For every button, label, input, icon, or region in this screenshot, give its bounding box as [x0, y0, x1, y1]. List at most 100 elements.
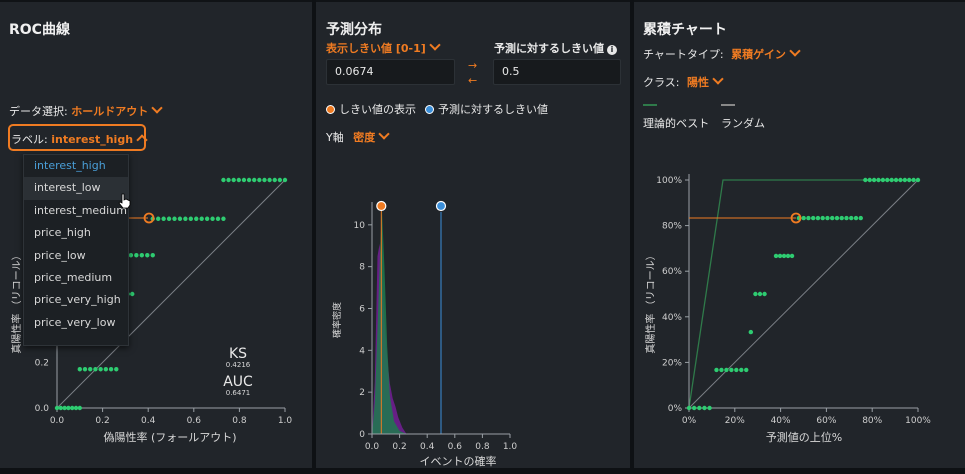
dist-y-tick-label: 2 [359, 388, 365, 398]
orange-dot-icon [326, 105, 335, 114]
cum-y-tick-label: 80% [662, 222, 682, 232]
hand-cursor-icon [118, 193, 131, 209]
roc-point [166, 216, 172, 221]
legend-predict-threshold: 予測に対するしきい値 [425, 101, 548, 117]
cumulative-ylabel: 真陽性率 （リコール） [644, 250, 657, 353]
info-icon[interactable]: i [607, 45, 617, 55]
chart-type-select[interactable]: チャートタイプ: 累積ゲイン [643, 45, 801, 62]
dist-y-tick-label: 4 [359, 346, 365, 356]
legend-random-swatch [721, 104, 735, 106]
cum-point [898, 177, 903, 183]
cum-point [702, 405, 707, 411]
cum-point [858, 215, 863, 221]
dropdown-option[interactable]: price_medium [34, 270, 113, 284]
roc-point [150, 253, 155, 258]
dist-y-tick-label: 6 [359, 304, 365, 314]
label-select[interactable]: ラベル: interest_high [11, 131, 148, 147]
roc-title: ROC曲線 [9, 22, 70, 38]
roc-point [114, 367, 119, 372]
roc-point [161, 216, 166, 221]
cum-point [781, 253, 787, 259]
cum-x-tick-label: 20% [725, 416, 745, 426]
dropdown-option[interactable]: interest_high [34, 159, 106, 172]
dropdown-option[interactable]: price_low [34, 248, 86, 262]
cum-y-tick-label: 100% [656, 176, 682, 186]
cumulative-title: 累積チャート [643, 22, 727, 38]
data-select-label: データ選択: [9, 105, 68, 118]
dropdown-option[interactable]: price_high [34, 226, 91, 240]
cum-point [876, 177, 881, 183]
data-select-value[interactable]: ホールドアウト [71, 105, 149, 118]
cum-point [785, 253, 791, 259]
dist-xlabel: イベントの確率 [420, 454, 497, 468]
class-value[interactable]: 陽性 [687, 76, 709, 89]
cum-point [834, 215, 840, 221]
cum-point [844, 215, 849, 221]
label-select-value[interactable]: interest_high [51, 133, 134, 146]
pred-title: 予測分布 [326, 22, 382, 38]
roc-point [139, 253, 145, 258]
ks-label: KS [229, 346, 247, 362]
cum-point [885, 177, 890, 183]
legend-random-label: ランダム [721, 117, 765, 130]
predict-threshold-marker[interactable] [435, 200, 447, 212]
roc-point [231, 177, 236, 183]
dist-ylabel: 確率密度 [331, 302, 343, 338]
dropdown-option[interactable]: price_very_low [34, 315, 116, 329]
ks-value: 0.4216 [226, 361, 251, 369]
distribution-chart: 0.0 0.2 0.4 0.6 0.8 1.0 0 2 4 6 8 10 確率密度 イベントの確率 [331, 200, 517, 468]
prediction-panel: 予測分布 表示しきい値 [0-1] 予測に対するしきい値 i 0.0674 0.5… [316, 0, 630, 468]
chart-type-value[interactable]: 累積ゲイン [731, 48, 786, 61]
cum-y-tick-label: 0% [668, 404, 683, 414]
dropdown-option[interactable]: interest_low [24, 177, 128, 200]
label-select-label: ラベル: [11, 133, 48, 146]
cum-point [734, 367, 739, 373]
label-select-highlight[interactable] [8, 124, 146, 151]
legend-best-label: 理論的ベスト [643, 117, 710, 130]
display-threshold-label[interactable]: 表示しきい値 [0-1] [326, 42, 426, 55]
cumulative-threshold-marker [790, 212, 802, 224]
sync-arrows-icon[interactable]: → ← [468, 59, 478, 87]
roc-point [210, 216, 215, 221]
y-axis-select[interactable]: Y軸 密度 [326, 128, 390, 145]
cumulative-chart: 0% 20% 40% 60% 80% 100% 0% 20% 40% 60% 80% 100% 真陽… [644, 174, 931, 444]
predict-threshold-input[interactable]: 0.5 [493, 59, 621, 85]
class-label: クラス: [643, 76, 680, 89]
roc-point [204, 216, 210, 221]
legend-predict-label: 予測に対するしきい値 [438, 103, 548, 116]
roc-point [236, 177, 242, 183]
roc-point [241, 177, 247, 183]
class-select[interactable]: クラス: 陽性 [643, 73, 724, 90]
roc-point [282, 177, 288, 183]
roc-point [77, 405, 83, 411]
dist-x-tick-label: 0.0 [365, 442, 380, 452]
cum-x-tick-label: 40% [771, 416, 791, 426]
y-axis-value[interactable]: 密度 [353, 131, 376, 144]
cum-y-tick-label: 40% [662, 313, 682, 323]
roc-point [98, 367, 103, 372]
roc-point [252, 177, 257, 183]
roc-point [54, 405, 60, 411]
roc-point [199, 216, 204, 221]
cum-point [825, 215, 830, 221]
cum-point [801, 215, 806, 221]
cum-point [753, 291, 758, 297]
predict-threshold-label: 予測に対するしきい値 [494, 42, 604, 55]
dropdown-option[interactable]: interest_medium [34, 203, 127, 217]
dropdown-option[interactable]: price_very_high [34, 293, 121, 307]
y-axis-label: Y軸 [326, 131, 344, 144]
display-threshold-select[interactable]: 表示しきい値 [0-1] [326, 39, 441, 56]
roc-point [215, 216, 221, 221]
roc-y-tick-label: 0.2 [35, 358, 49, 368]
roc-panel: ROC曲線 データ選択: ホールドアウト ラベル: interest_high … [0, 0, 312, 468]
roc-point [183, 216, 188, 221]
cum-point [849, 215, 854, 221]
display-threshold-marker[interactable] [376, 200, 387, 212]
roc-point [272, 177, 277, 183]
data-select[interactable]: データ選択: ホールドアウト [9, 102, 163, 119]
roc-x-tick-label: 0.6 [187, 416, 202, 426]
roc-point [177, 216, 183, 221]
roc-point [221, 216, 226, 221]
cum-point [830, 215, 835, 221]
display-threshold-input[interactable]: 0.0674 [326, 59, 455, 85]
